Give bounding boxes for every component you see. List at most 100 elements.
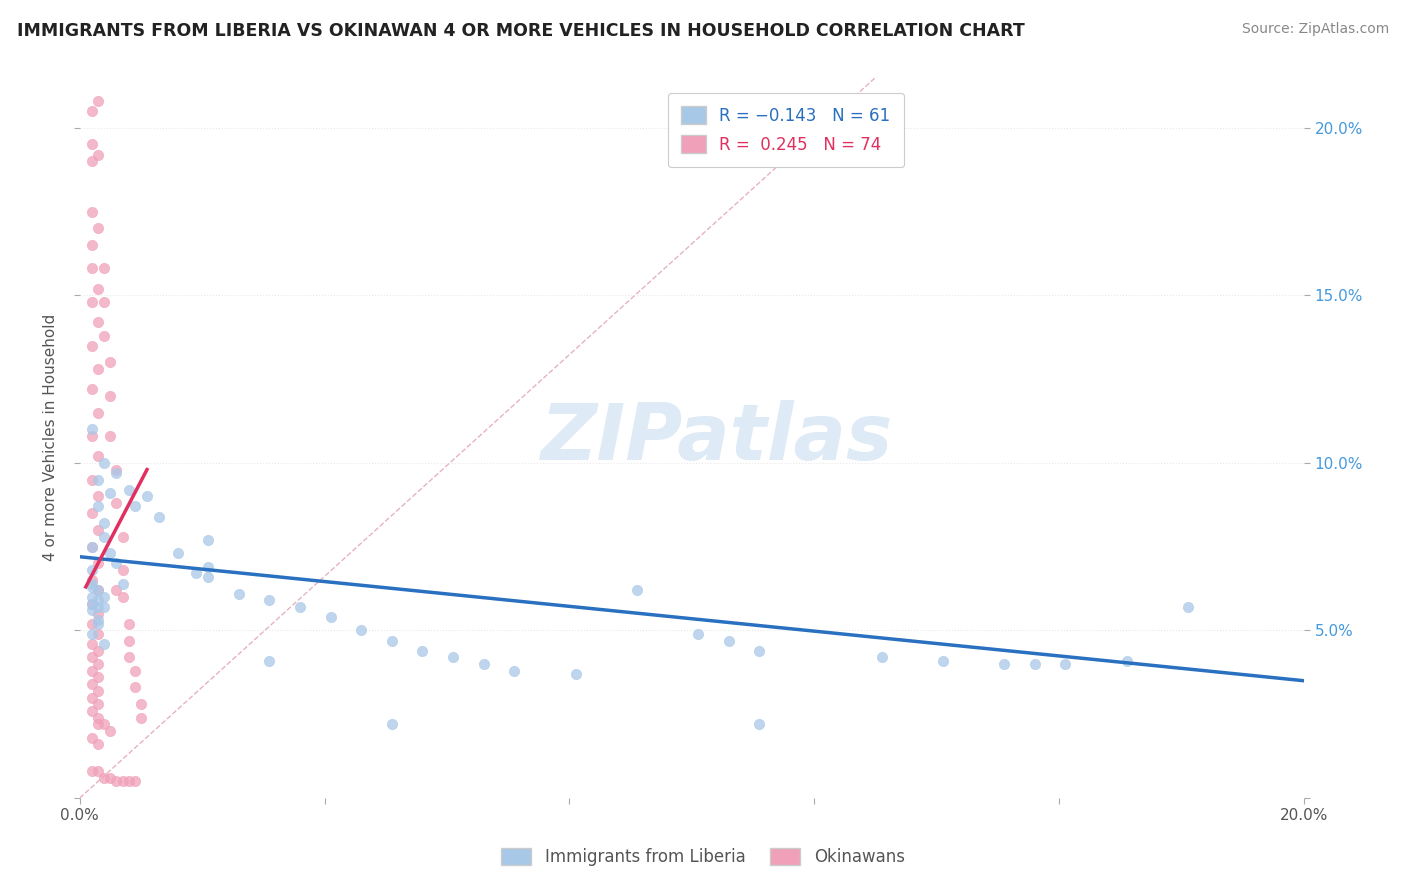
Point — [148, 509, 170, 524]
Point — [80, 664, 103, 678]
Point — [80, 540, 103, 554]
Point — [124, 681, 146, 695]
Point — [87, 616, 110, 631]
Point — [117, 633, 139, 648]
Point — [1115, 654, 1137, 668]
Point — [503, 664, 526, 678]
Point — [80, 690, 103, 705]
Point — [87, 593, 110, 607]
Point — [93, 530, 115, 544]
Point — [87, 764, 110, 779]
Legend: R = −0.143   N = 61, R =  0.245   N = 74: R = −0.143 N = 61, R = 0.245 N = 74 — [668, 93, 904, 167]
Text: Source: ZipAtlas.com: Source: ZipAtlas.com — [1241, 22, 1389, 37]
Point — [87, 315, 110, 329]
Point — [93, 261, 115, 276]
Point — [98, 429, 121, 443]
Point — [136, 490, 159, 504]
Point — [98, 724, 121, 739]
Point — [87, 282, 110, 296]
Point — [80, 261, 103, 276]
Point — [80, 597, 103, 611]
Point — [350, 624, 373, 638]
Point — [80, 597, 103, 611]
Point — [87, 711, 110, 725]
Point — [117, 616, 139, 631]
Point — [111, 576, 134, 591]
Point — [1054, 657, 1077, 671]
Point — [80, 429, 103, 443]
Point — [197, 533, 219, 547]
Point — [98, 486, 121, 500]
Point — [87, 670, 110, 684]
Point — [80, 338, 103, 352]
Point — [80, 590, 103, 604]
Point — [129, 711, 152, 725]
Point — [80, 506, 103, 520]
Point — [80, 422, 103, 436]
Point — [472, 657, 495, 671]
Point — [87, 557, 110, 571]
Point — [80, 677, 103, 691]
Point — [98, 546, 121, 560]
Point — [80, 563, 103, 577]
Point — [197, 570, 219, 584]
Point — [87, 523, 110, 537]
Point — [184, 566, 207, 581]
Point — [93, 590, 115, 604]
Point — [87, 683, 110, 698]
Point — [87, 627, 110, 641]
Point — [111, 590, 134, 604]
Point — [87, 607, 110, 621]
Point — [111, 563, 134, 577]
Point — [80, 637, 103, 651]
Point — [124, 500, 146, 514]
Point — [993, 657, 1015, 671]
Point — [87, 717, 110, 731]
Point — [87, 583, 110, 598]
Point — [80, 580, 103, 594]
Point — [98, 355, 121, 369]
Point — [93, 637, 115, 651]
Point — [411, 643, 433, 657]
Point — [686, 627, 709, 641]
Point — [80, 103, 103, 118]
Point — [748, 643, 770, 657]
Point — [80, 764, 103, 779]
Point — [80, 573, 103, 587]
Point — [80, 576, 103, 591]
Point — [87, 449, 110, 463]
Point — [87, 406, 110, 420]
Point — [105, 557, 128, 571]
Point — [87, 614, 110, 628]
Point — [717, 633, 740, 648]
Point — [80, 540, 103, 554]
Point — [80, 295, 103, 310]
Point — [87, 147, 110, 161]
Point — [87, 94, 110, 108]
Text: IMMIGRANTS FROM LIBERIA VS OKINAWAN 4 OR MORE VEHICLES IN HOUSEHOLD CORRELATION : IMMIGRANTS FROM LIBERIA VS OKINAWAN 4 OR… — [17, 22, 1025, 40]
Point — [87, 221, 110, 235]
Point — [87, 490, 110, 504]
Point — [87, 600, 110, 615]
Point — [129, 697, 152, 711]
Point — [93, 295, 115, 310]
Point — [117, 483, 139, 497]
Point — [111, 774, 134, 789]
Point — [441, 650, 464, 665]
Point — [87, 643, 110, 657]
Point — [93, 456, 115, 470]
Point — [117, 774, 139, 789]
Point — [93, 600, 115, 615]
Point — [93, 328, 115, 343]
Point — [748, 717, 770, 731]
Point — [98, 389, 121, 403]
Point — [87, 697, 110, 711]
Point — [1177, 600, 1199, 615]
Point — [80, 382, 103, 396]
Point — [93, 717, 115, 731]
Point — [98, 771, 121, 785]
Point — [87, 583, 110, 598]
Point — [93, 771, 115, 785]
Point — [319, 610, 342, 624]
Point — [80, 650, 103, 665]
